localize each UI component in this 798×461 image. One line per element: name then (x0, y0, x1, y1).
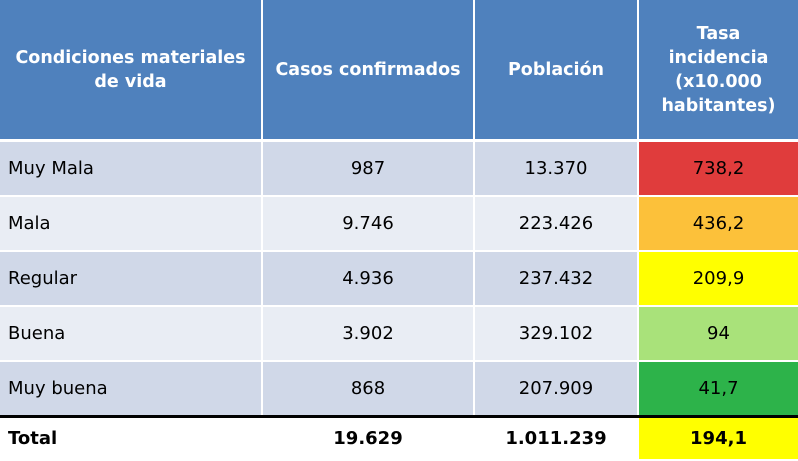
casos-cell: 868 (262, 361, 475, 418)
header-condiciones: Condiciones materiales de vida (0, 0, 263, 142)
total-poblacion: 1.011.239 (474, 415, 639, 461)
casos-cell: 3.902 (262, 306, 475, 362)
condicion-cell: Mala (0, 196, 263, 252)
table-row: Muy buena 868 207.909 41,7 (0, 361, 798, 418)
casos-cell: 4.936 (262, 251, 475, 307)
casos-cell: 9.746 (262, 196, 475, 252)
poblacion-cell: 207.909 (474, 361, 639, 418)
table-row: Mala 9.746 223.426 436,2 (0, 196, 798, 252)
condicion-cell: Muy Mala (0, 140, 263, 197)
total-casos: 19.629 (262, 415, 475, 461)
condicion-cell: Buena (0, 306, 263, 362)
tasa-cell: 738,2 (638, 140, 798, 197)
header-poblacion: Población (474, 0, 639, 142)
poblacion-cell: 237.432 (474, 251, 639, 307)
header-row: Condiciones materiales de vida Casos con… (0, 0, 798, 142)
table-row: Buena 3.902 329.102 94 (0, 306, 798, 362)
condicion-cell: Muy buena (0, 361, 263, 418)
poblacion-cell: 223.426 (474, 196, 639, 252)
tasa-cell: 94 (638, 306, 798, 362)
header-casos: Casos confirmados (262, 0, 475, 142)
header-tasa: Tasa incidencia (x10.000 habitantes) (638, 0, 798, 142)
tasa-cell: 436,2 (638, 196, 798, 252)
tasa-cell: 41,7 (638, 361, 798, 418)
poblacion-cell: 329.102 (474, 306, 639, 362)
total-row: Total 19.629 1.011.239 194,1 (0, 415, 798, 461)
total-label: Total (0, 415, 263, 461)
table-row: Regular 4.936 237.432 209,9 (0, 251, 798, 307)
casos-cell: 987 (262, 140, 475, 197)
poblacion-cell: 13.370 (474, 140, 639, 197)
condicion-cell: Regular (0, 251, 263, 307)
tasa-cell: 209,9 (638, 251, 798, 307)
total-tasa: 194,1 (638, 415, 798, 461)
table-row: Muy Mala 987 13.370 738,2 (0, 140, 798, 197)
